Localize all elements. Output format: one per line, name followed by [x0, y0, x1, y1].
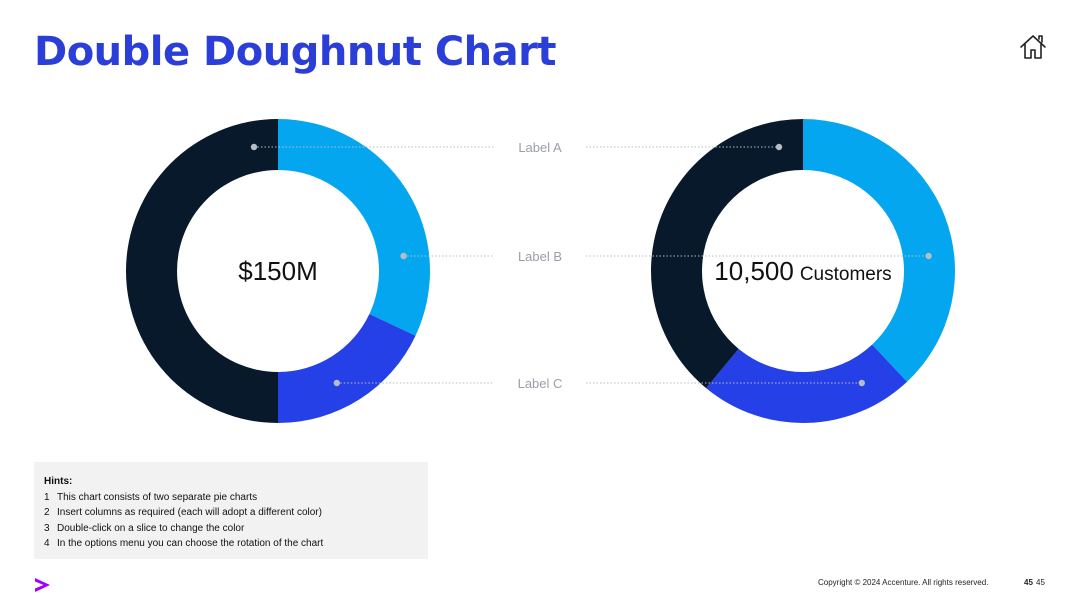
leader-dot [775, 143, 783, 151]
hint-number: 3 [44, 522, 50, 534]
page-number-bold: 45 [1024, 578, 1033, 587]
leader-dot [858, 379, 866, 387]
hint-item: 2 Insert columns as required (each will … [44, 505, 418, 521]
doughnut-chart-revenue [126, 119, 430, 423]
copyright-text: Copyright © 2024 Accenture. All rights r… [818, 578, 989, 587]
leader-dot [400, 252, 407, 260]
hints-box: Hints: 1 This chart consists of two sepa… [34, 462, 428, 559]
double-doughnut-chart: $150M 10,500 Customers Label A Label B Label… [126, 119, 956, 423]
center-value: $150M [238, 256, 318, 286]
leader-dot [250, 143, 258, 151]
center-value: 10,500 [714, 256, 794, 286]
hints-title: Hints: [44, 476, 73, 487]
slice-label-c[interactable] [706, 344, 908, 423]
hint-text: This chart consists of two separate pie … [57, 491, 258, 503]
hint-text: In the options menu you can choose the r… [57, 538, 324, 549]
hint-number: 4 [44, 538, 50, 549]
hint-text: Double-click on a slice to change the co… [57, 522, 245, 534]
leader-dot [333, 379, 341, 387]
legend-label-1: Label A [518, 140, 562, 155]
slice-label-b[interactable] [278, 119, 430, 336]
hint-item: 3 Double-click on a slice to change the … [44, 521, 418, 537]
hint-number: 1 [44, 491, 50, 503]
slice-label-c[interactable] [278, 314, 416, 423]
hint-item: 1 This chart consists of two separate pi… [44, 490, 418, 506]
page-title: Double Doughnut Chart [34, 29, 557, 75]
doughnut-chart-customers [651, 119, 956, 423]
hint-item: 4 In the options menu you can choose the… [44, 536, 418, 552]
hint-text: Insert columns as required (each will ad… [57, 507, 322, 518]
slice-label-a[interactable] [651, 119, 803, 389]
home-icon[interactable] [1018, 32, 1048, 62]
hint-number: 2 [44, 507, 50, 518]
slice-label-b[interactable] [803, 119, 956, 382]
page-number: 45 [1036, 578, 1045, 587]
leader-dot [925, 252, 932, 260]
legend-label-3: Label C [518, 376, 563, 391]
center-unit: Customers [800, 264, 892, 285]
center-label: 10,500 Customers [714, 256, 891, 286]
slice-label-a[interactable] [126, 119, 278, 423]
legend-label-2: Label B [518, 249, 562, 264]
accenture-chevron-icon [35, 578, 50, 592]
center-label: $150M [238, 256, 318, 286]
